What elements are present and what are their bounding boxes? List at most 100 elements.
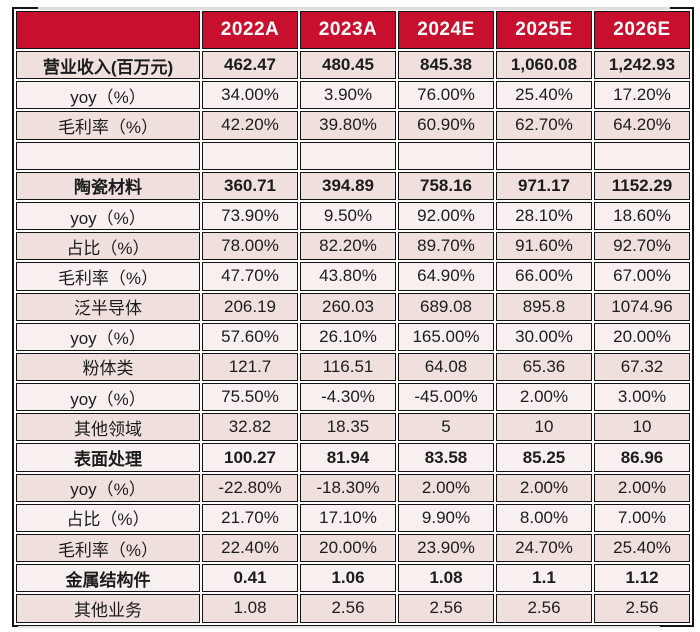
page-edge-artifact-bottom — [18, 626, 660, 628]
value-cell: 42.20% — [202, 111, 298, 140]
value-cell: 34.00% — [202, 81, 298, 110]
value-cell: 9.50% — [300, 201, 396, 231]
value-cell — [300, 141, 396, 170]
table-row: 营业收入(百万元) 462.47 480.45 845.38 1,060.08 1,242… — [16, 51, 690, 80]
value-cell: 2.00% — [594, 473, 690, 502]
value-cell: 2.56 — [496, 594, 592, 623]
value-cell: 2.56 — [594, 594, 690, 623]
value-cell: 64.20% — [594, 111, 690, 140]
value-cell: 32.82 — [202, 413, 298, 442]
table-row: 占比（%） 78.00% 82.20% 89.70% 91.60% 92.70% — [16, 232, 690, 261]
value-cell: 7.00% — [594, 503, 690, 532]
row-label: 表面处理 — [16, 443, 200, 472]
value-cell: 1074.96 — [594, 292, 690, 321]
value-cell: -18.30% — [300, 473, 396, 502]
value-cell: 18.60% — [594, 201, 690, 231]
corner-cell — [16, 11, 200, 49]
value-cell: 65.36 — [496, 352, 592, 382]
table-row: 陶瓷材料 360.71 394.89 758.16 971.17 1152.29 — [16, 171, 690, 200]
value-cell: 85.25 — [496, 443, 592, 472]
row-label: 营业收入(百万元) — [16, 51, 200, 80]
value-cell: 25.40% — [496, 81, 592, 110]
row-label: 其他业务 — [16, 594, 200, 623]
value-cell: 480.45 — [300, 51, 396, 80]
value-cell: 18.35 — [300, 413, 396, 442]
value-cell: 57.60% — [202, 322, 298, 351]
row-label: 占比（%） — [16, 503, 200, 532]
value-cell — [594, 141, 690, 170]
row-label: yoy（%） — [16, 383, 200, 412]
table-header: 2022A 2023A 2024E 2025E 2026E — [16, 11, 690, 49]
table-row: 泛半导体 206.19 260.03 689.08 895.8 1074.96 — [16, 292, 690, 321]
value-cell: 1,060.08 — [496, 51, 592, 80]
value-cell: 2.56 — [300, 594, 396, 623]
year-column-header: 2024E — [398, 11, 494, 49]
value-cell: 76.00% — [398, 81, 494, 110]
value-cell: 2.00% — [398, 473, 494, 502]
value-cell: 82.20% — [300, 232, 396, 261]
value-cell: 62.70% — [496, 111, 592, 140]
table-row: yoy（%） 34.00% 3.90% 76.00% 25.40% 17.20% — [16, 81, 690, 110]
value-cell: 1.08 — [398, 564, 494, 593]
revenue-forecast-table: 2022A 2023A 2024E 2025E 2026E 营业收入(百万元) 462.4… — [12, 7, 694, 627]
value-cell: 25.40% — [594, 534, 690, 563]
table-row: yoy（%） 75.50% -4.30% -45.00% 2.00% 3.00% — [16, 383, 690, 412]
row-label — [16, 141, 200, 170]
value-cell: 1,242.93 — [594, 51, 690, 80]
value-cell: 100.27 — [202, 443, 298, 472]
spacer-row — [16, 141, 690, 170]
row-label: 粉体类 — [16, 352, 200, 382]
value-cell: -4.30% — [300, 383, 396, 412]
header-row: 2022A 2023A 2024E 2025E 2026E — [16, 11, 690, 49]
row-label: 毛利率（%） — [16, 262, 200, 291]
table-row: 占比（%） 21.70% 17.10% 9.90% 8.00% 7.00% — [16, 503, 690, 532]
value-cell: 89.70% — [398, 232, 494, 261]
value-cell: 75.50% — [202, 383, 298, 412]
value-cell: -45.00% — [398, 383, 494, 412]
value-cell: 64.90% — [398, 262, 494, 291]
value-cell: 78.00% — [202, 232, 298, 261]
year-column-header: 2026E — [594, 11, 690, 49]
row-label: 泛半导体 — [16, 292, 200, 321]
value-cell: 462.47 — [202, 51, 298, 80]
value-cell: 21.70% — [202, 503, 298, 532]
table-body: 营业收入(百万元) 462.47 480.45 845.38 1,060.08 1,242… — [16, 51, 690, 623]
value-cell: 22.40% — [202, 534, 298, 563]
value-cell: 689.08 — [398, 292, 494, 321]
value-cell: 9.90% — [398, 503, 494, 532]
year-column-header: 2025E — [496, 11, 592, 49]
value-cell: 20.00% — [594, 322, 690, 351]
table-row: 毛利率（%） 22.40% 20.00% 23.90% 24.70% 25.40% — [16, 534, 690, 563]
value-cell: 971.17 — [496, 171, 592, 200]
value-cell: 91.60% — [496, 232, 592, 261]
value-cell: 1.06 — [300, 564, 396, 593]
table-row: yoy（%） 57.60% 26.10% 165.00% 30.00% 20.00% — [16, 322, 690, 351]
value-cell: 2.00% — [496, 383, 592, 412]
value-cell: 10 — [594, 413, 690, 442]
row-label: yoy（%） — [16, 322, 200, 351]
row-label: 陶瓷材料 — [16, 171, 200, 200]
value-cell: 47.70% — [202, 262, 298, 291]
value-cell: 39.80% — [300, 111, 396, 140]
value-cell: 17.20% — [594, 81, 690, 110]
row-label: yoy（%） — [16, 473, 200, 502]
row-label: 其他领域 — [16, 413, 200, 442]
row-label: yoy（%） — [16, 201, 200, 231]
row-label: 占比（%） — [16, 232, 200, 261]
value-cell: 3.90% — [300, 81, 396, 110]
value-cell: 23.90% — [398, 534, 494, 563]
value-cell: 30.00% — [496, 322, 592, 351]
row-label: 毛利率（%） — [16, 111, 200, 140]
value-cell: 0.41 — [202, 564, 298, 593]
value-cell: 116.51 — [300, 352, 396, 382]
row-label: 毛利率（%） — [16, 534, 200, 563]
value-cell: 1.1 — [496, 564, 592, 593]
value-cell: 1.12 — [594, 564, 690, 593]
value-cell — [202, 141, 298, 170]
value-cell: 394.89 — [300, 171, 396, 200]
value-cell: 758.16 — [398, 171, 494, 200]
value-cell: 5 — [398, 413, 494, 442]
table-row: 粉体类 121.7 116.51 64.08 65.36 67.32 — [16, 352, 690, 382]
value-cell: 81.94 — [300, 443, 396, 472]
value-cell: 28.10% — [496, 201, 592, 231]
